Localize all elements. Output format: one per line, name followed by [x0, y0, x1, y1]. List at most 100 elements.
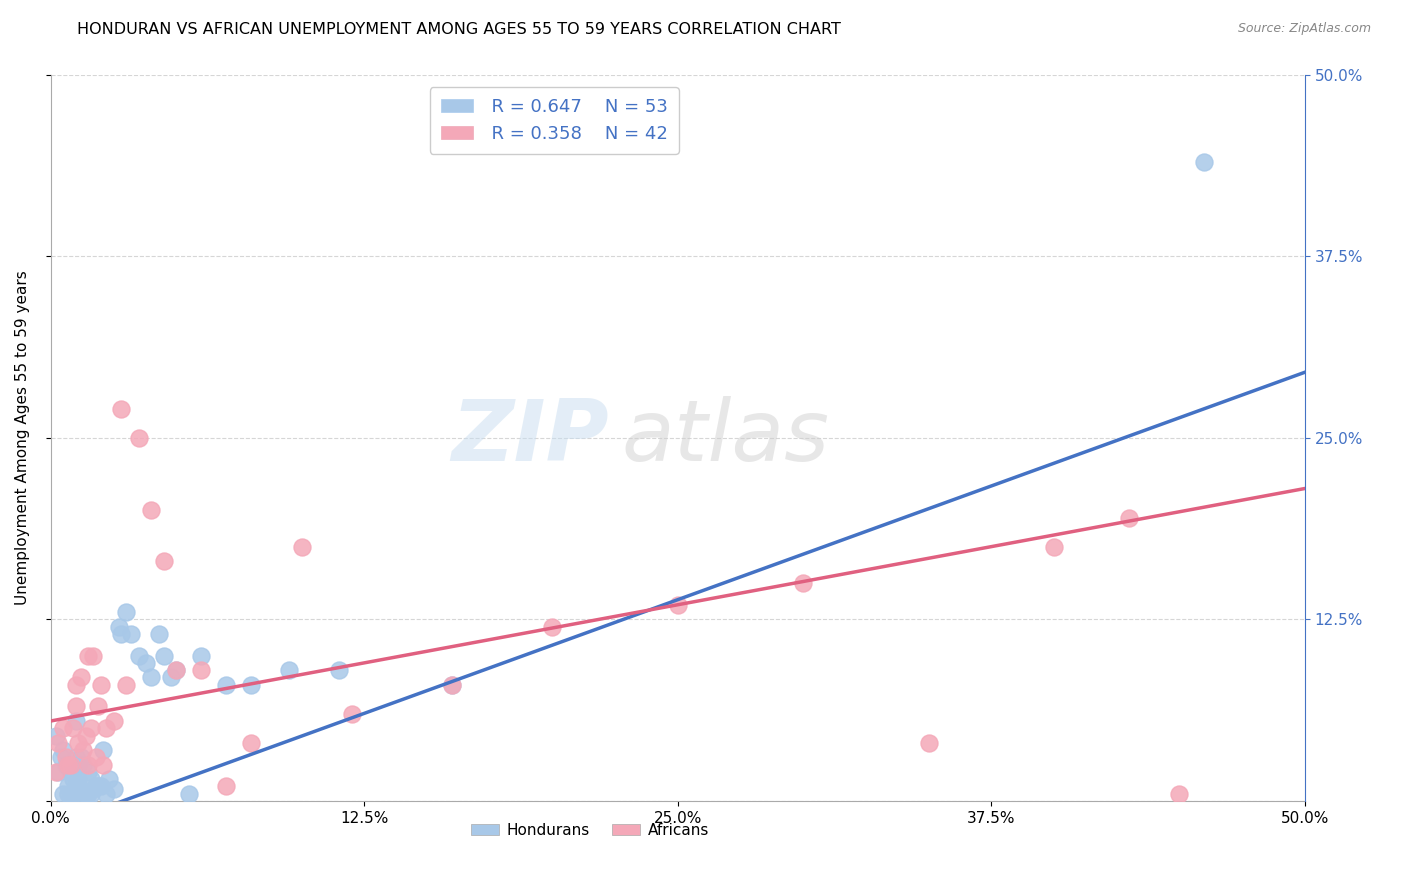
Legend: Hondurans, Africans: Hondurans, Africans: [465, 817, 716, 844]
Point: [152, 648, 174, 663]
Y-axis label: Unemployment Among Ages 55 to 59 years: Unemployment Among Ages 55 to 59 years: [15, 270, 30, 605]
Point: [80, 787, 103, 801]
Point: [70, 782, 93, 797]
Point: [75, 729, 97, 743]
Point: [1043, 540, 1066, 554]
Point: [77, 757, 100, 772]
Point: [58, 780, 80, 794]
Point: [67, 772, 90, 786]
Point: [128, 648, 150, 663]
Point: [278, 663, 301, 677]
Point: [152, 554, 174, 568]
Point: [107, 619, 129, 633]
Point: [77, 648, 100, 663]
Point: [177, 787, 200, 801]
Point: [666, 598, 689, 612]
Point: [80, 721, 103, 735]
Point: [45, 729, 67, 743]
Point: [139, 670, 162, 684]
Point: [215, 678, 238, 692]
Point: [160, 670, 183, 684]
Point: [97, 772, 120, 786]
Point: [110, 627, 132, 641]
Point: [93, 743, 115, 757]
Point: [72, 787, 94, 801]
Point: [58, 757, 80, 772]
Point: [148, 627, 170, 641]
Point: [128, 431, 150, 445]
Point: [120, 627, 142, 641]
Point: [62, 721, 84, 735]
Point: [1168, 787, 1191, 801]
Point: [441, 678, 464, 692]
Point: [62, 772, 84, 786]
Point: [70, 750, 93, 764]
Point: [215, 780, 238, 794]
Point: [110, 401, 132, 416]
Point: [90, 678, 112, 692]
Point: [115, 678, 138, 692]
Point: [70, 670, 93, 684]
Point: [792, 576, 814, 591]
Point: [1194, 154, 1216, 169]
Point: [240, 678, 263, 692]
Point: [94, 721, 117, 735]
Point: [1118, 510, 1140, 524]
Point: [190, 663, 212, 677]
Point: [84, 780, 107, 794]
Point: [52, 721, 75, 735]
Point: [103, 782, 125, 797]
Point: [93, 757, 115, 772]
Point: [240, 736, 263, 750]
Point: [65, 699, 87, 714]
Point: [59, 757, 82, 772]
Point: [52, 787, 75, 801]
Point: [103, 714, 125, 728]
Point: [917, 736, 939, 750]
Point: [115, 605, 138, 619]
Point: [82, 648, 104, 663]
Point: [55, 750, 77, 764]
Point: [87, 699, 110, 714]
Point: [59, 764, 82, 779]
Point: [190, 648, 212, 663]
Point: [77, 764, 100, 779]
Point: [45, 764, 67, 779]
Point: [75, 787, 97, 801]
Point: [65, 678, 87, 692]
Point: [84, 750, 107, 764]
Point: [77, 787, 100, 801]
Point: [541, 619, 564, 633]
Point: [48, 764, 70, 779]
Point: [135, 656, 157, 670]
Point: [90, 780, 112, 794]
Point: [165, 663, 187, 677]
Point: [165, 663, 187, 677]
Point: [62, 787, 84, 801]
Point: [94, 787, 117, 801]
Point: [139, 503, 162, 517]
Text: ZIP: ZIP: [451, 396, 609, 479]
Point: [65, 780, 87, 794]
Text: HONDURAN VS AFRICAN UNEMPLOYMENT AMONG AGES 55 TO 59 YEARS CORRELATION CHART: HONDURAN VS AFRICAN UNEMPLOYMENT AMONG A…: [77, 22, 841, 37]
Point: [72, 757, 94, 772]
Point: [65, 750, 87, 764]
Point: [441, 678, 464, 692]
Point: [291, 540, 314, 554]
Point: [67, 736, 90, 750]
Point: [72, 743, 94, 757]
Point: [59, 787, 82, 801]
Point: [48, 736, 70, 750]
Point: [49, 750, 72, 764]
Point: [80, 772, 103, 786]
Point: [67, 757, 90, 772]
Point: [55, 757, 77, 772]
Point: [82, 782, 104, 797]
Point: [328, 663, 350, 677]
Text: Source: ZipAtlas.com: Source: ZipAtlas.com: [1237, 22, 1371, 36]
Point: [340, 706, 363, 721]
Point: [58, 787, 80, 801]
Text: atlas: atlas: [621, 396, 830, 479]
Point: [52, 743, 75, 757]
Point: [87, 780, 110, 794]
